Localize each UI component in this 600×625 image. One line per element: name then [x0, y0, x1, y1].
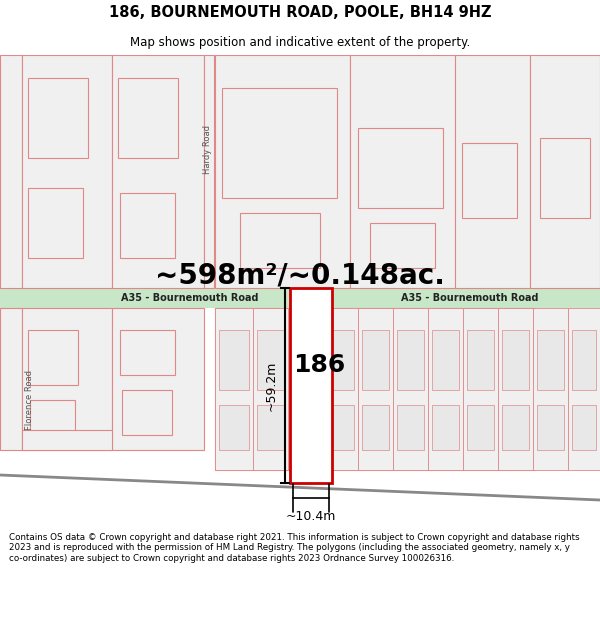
- Text: Florence Road: Florence Road: [25, 370, 35, 430]
- Bar: [327, 405, 354, 450]
- Bar: [120, 193, 175, 258]
- Bar: [288, 308, 323, 470]
- Bar: [568, 308, 600, 470]
- Bar: [120, 330, 175, 375]
- Bar: [22, 430, 112, 450]
- Bar: [222, 88, 337, 198]
- Bar: [292, 330, 319, 390]
- Bar: [537, 330, 564, 390]
- Bar: [362, 330, 389, 390]
- Bar: [215, 55, 350, 288]
- Text: ~10.4m: ~10.4m: [286, 510, 336, 523]
- Bar: [455, 55, 530, 288]
- Bar: [502, 405, 529, 450]
- Bar: [292, 405, 319, 450]
- Bar: [432, 405, 459, 450]
- Text: ~59.2m: ~59.2m: [265, 360, 278, 411]
- Text: A35 - Bournemouth Road: A35 - Bournemouth Road: [121, 293, 259, 303]
- Bar: [112, 55, 204, 288]
- Bar: [215, 308, 253, 470]
- Text: 186, BOURNEMOUTH ROAD, POOLE, BH14 9HZ: 186, BOURNEMOUTH ROAD, POOLE, BH14 9HZ: [109, 4, 491, 19]
- Bar: [432, 330, 459, 390]
- Bar: [28, 188, 83, 258]
- Bar: [362, 405, 389, 450]
- Bar: [215, 308, 535, 470]
- Bar: [30, 400, 75, 435]
- Bar: [393, 308, 428, 470]
- Text: Map shows position and indicative extent of the property.: Map shows position and indicative extent…: [130, 36, 470, 49]
- Bar: [112, 308, 204, 450]
- Bar: [397, 405, 424, 450]
- Bar: [540, 138, 590, 218]
- Bar: [219, 330, 249, 390]
- Bar: [358, 308, 393, 470]
- Bar: [253, 308, 288, 470]
- Bar: [323, 308, 358, 470]
- Bar: [327, 330, 354, 390]
- Text: ~598m²/~0.148ac.: ~598m²/~0.148ac.: [155, 262, 445, 290]
- Text: Hardy Road: Hardy Road: [203, 126, 212, 174]
- Bar: [467, 405, 494, 450]
- Bar: [350, 55, 455, 288]
- Bar: [28, 330, 78, 385]
- Bar: [428, 308, 463, 470]
- Bar: [502, 330, 529, 390]
- Bar: [537, 405, 564, 450]
- Text: Contains OS data © Crown copyright and database right 2021. This information is : Contains OS data © Crown copyright and d…: [9, 533, 580, 562]
- Bar: [397, 330, 424, 390]
- Bar: [572, 405, 596, 450]
- Bar: [118, 78, 178, 158]
- Bar: [28, 78, 88, 158]
- Bar: [572, 330, 596, 390]
- Bar: [533, 308, 568, 470]
- Bar: [463, 308, 498, 470]
- Bar: [0, 308, 22, 450]
- Bar: [22, 308, 112, 450]
- Bar: [240, 213, 320, 268]
- Bar: [462, 143, 517, 218]
- Bar: [204, 55, 214, 288]
- Bar: [498, 308, 533, 470]
- Bar: [219, 405, 249, 450]
- Bar: [257, 330, 284, 390]
- Text: A35 - Bournemouth Road: A35 - Bournemouth Road: [401, 293, 539, 303]
- Bar: [358, 128, 443, 208]
- Bar: [0, 55, 22, 288]
- Bar: [370, 223, 435, 268]
- Bar: [257, 405, 284, 450]
- Bar: [467, 330, 494, 390]
- Text: 186: 186: [293, 354, 345, 377]
- Bar: [0, 288, 600, 308]
- Bar: [22, 55, 112, 288]
- Bar: [290, 288, 332, 483]
- Bar: [530, 55, 600, 288]
- Bar: [122, 390, 172, 435]
